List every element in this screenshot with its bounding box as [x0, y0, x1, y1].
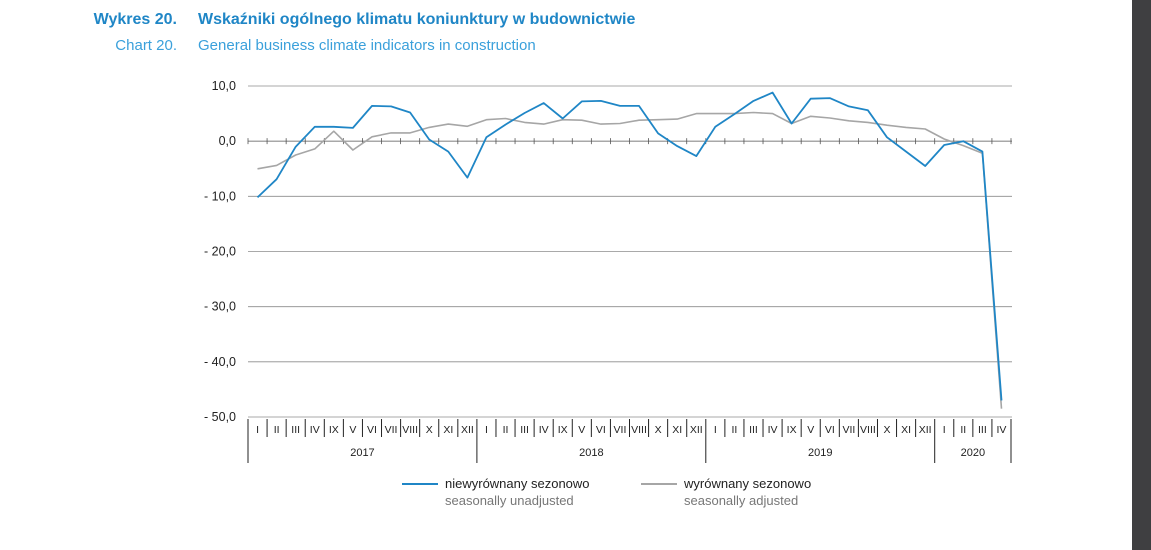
month-label: X — [884, 424, 891, 436]
year-label: 2018 — [579, 447, 603, 459]
x-axis: I II III IV IX V VI VII VIII X XI XII I II III IV IX V VI V… — [247, 419, 1012, 463]
month-label: XII — [461, 424, 474, 436]
y-tick-label: - 50,0 — [204, 410, 236, 424]
year-label: 2019 — [808, 447, 832, 459]
series-line-unadjusted — [256, 91, 1003, 401]
y-tick-label: - 10,0 — [204, 189, 236, 203]
month-label: XII — [690, 424, 703, 436]
legend-label-unadjusted-en: seasonally unadjusted — [445, 493, 574, 508]
legend-item-unadjusted: niewyrównany sezonowo seasonally unadjus… — [445, 475, 590, 509]
y-axis-labels: 10,0 0,0 - 10,0 - 20,0 - 30,0 - 40,0 - 50,0 — [204, 79, 236, 424]
month-label: II — [960, 424, 966, 436]
legend-label-unadjusted: niewyrównany sezonowo — [445, 476, 590, 491]
month-label: III — [749, 424, 758, 436]
year-label: 2017 — [350, 447, 374, 459]
grid — [247, 85, 1012, 418]
month-label: I — [256, 424, 259, 436]
month-label: VI — [367, 424, 377, 436]
month-label: X — [655, 424, 662, 436]
legend-label-adjusted: wyrównany sezonowo — [684, 476, 812, 491]
month-label: II — [731, 424, 737, 436]
month-label: III — [978, 424, 987, 436]
scrollbar[interactable] — [1132, 0, 1151, 550]
y-tick-label: 0,0 — [219, 134, 236, 148]
month-label: IV — [539, 424, 549, 436]
series-line-adjusted — [257, 111, 1003, 409]
year-label: 2020 — [961, 447, 985, 459]
month-label: VII — [385, 424, 398, 436]
chart-number-pl: Wykres 20. — [93, 11, 177, 28]
month-label: I — [485, 424, 488, 436]
month-label: IV — [310, 424, 320, 436]
month-label: X — [426, 424, 433, 436]
month-label: XI — [672, 424, 682, 436]
month-label: IX — [558, 424, 568, 436]
legend-item-adjusted: wyrównany sezonowo seasonally adjusted — [684, 475, 811, 509]
month-label: III — [291, 424, 300, 436]
month-label: VIII — [402, 424, 418, 436]
chart-number-en: Chart 20. — [115, 37, 177, 54]
month-label: VIII — [631, 424, 647, 436]
month-label: VII — [842, 424, 855, 436]
month-label: IV — [768, 424, 778, 436]
chart-title-pl: Wskaźniki ogólnego klimatu koniunktury w… — [198, 11, 636, 28]
month-label: V — [807, 424, 814, 436]
y-tick-label: - 20,0 — [204, 245, 236, 259]
y-tick-label: - 40,0 — [204, 355, 236, 369]
y-tick-label: - 30,0 — [204, 300, 236, 314]
month-label: VII — [614, 424, 627, 436]
month-label: I — [714, 424, 717, 436]
y-tick-label: 10,0 — [212, 79, 236, 93]
month-label: XI — [901, 424, 911, 436]
legend-label-adjusted-en: seasonally adjusted — [684, 493, 799, 508]
month-label: II — [274, 424, 280, 436]
legend-swatch-unadjusted — [402, 483, 438, 485]
month-label: VI — [825, 424, 835, 436]
month-label: VIII — [860, 424, 876, 436]
month-label: IX — [787, 424, 797, 436]
month-label: V — [349, 424, 356, 436]
month-label: IX — [329, 424, 339, 436]
legend-swatch-adjusted — [641, 483, 677, 485]
month-label: II — [503, 424, 509, 436]
month-label: IV — [997, 424, 1007, 436]
month-label: I — [943, 424, 946, 436]
month-label: XI — [443, 424, 453, 436]
month-label: VI — [596, 424, 606, 436]
month-label: XII — [919, 424, 932, 436]
month-label: V — [578, 424, 585, 436]
month-label: III — [520, 424, 529, 436]
chart-title-en: General business climate indicators in c… — [198, 37, 536, 54]
series-lines — [256, 91, 1003, 409]
